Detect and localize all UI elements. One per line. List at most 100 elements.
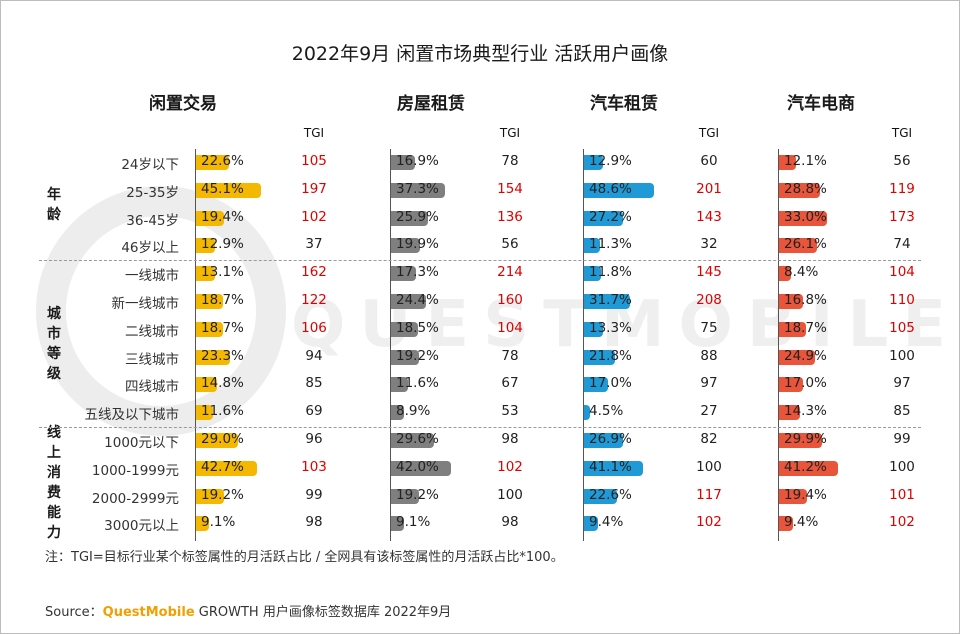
source-line: Source：QuestMobile GROWTH 用户画像标签数据库 2022…: [45, 601, 451, 620]
tgi-value: 69: [305, 403, 323, 420]
tgi-value: 143: [696, 208, 722, 225]
tgi-value: 119: [889, 180, 915, 197]
tgi-header-2: TGI: [499, 126, 521, 140]
bar-2-2: [391, 182, 445, 198]
value-label: 19.9%: [396, 236, 439, 253]
bar-4-12: [779, 460, 839, 476]
value-label: 25.9%: [396, 208, 439, 225]
bar-1-10: [196, 405, 213, 421]
value-label: 18.5%: [396, 319, 439, 336]
bar-4-2: [779, 182, 821, 198]
tgi-value: 105: [301, 153, 327, 169]
chart-title: 2022年9月 闲置市场典型行业 活跃用户画像: [291, 43, 669, 65]
row-label: 2000-2999元: [91, 490, 179, 507]
bar-4-4: [779, 238, 817, 254]
value-label: 23.3%: [201, 347, 244, 364]
tgi-header-3: TGI: [698, 126, 720, 140]
bar-4-8: [779, 349, 815, 365]
row-label: 四线城市: [125, 379, 179, 396]
bar-2-5: [391, 266, 416, 282]
industry-header-4: 汽车电商: [787, 94, 855, 114]
value-label: 19.2%: [201, 486, 244, 503]
bar-3-2: [584, 182, 654, 198]
value-label: 26.9%: [589, 431, 632, 447]
row-label: 24岁以下: [121, 157, 179, 173]
tgi-value: 136: [497, 208, 523, 225]
bar-axis-4: [778, 149, 779, 541]
bar-4-6: [779, 294, 804, 309]
tgi-value: 37: [305, 236, 323, 253]
bar-3-14: [584, 516, 598, 532]
bar-1-6: [196, 294, 223, 309]
bar-1-13: [196, 488, 224, 504]
value-label: 28.8%: [784, 180, 827, 197]
value-label: 22.6%: [201, 153, 244, 169]
bar-1-1: [196, 155, 229, 170]
bar-3-1: [584, 155, 603, 170]
bar-4-3: [779, 210, 827, 226]
value-label: 41.2%: [784, 458, 827, 475]
bar-2-11: [391, 433, 434, 448]
tgi-value: 103: [301, 458, 327, 475]
bar-1-4: [196, 238, 215, 254]
row-label: 36-45岁: [126, 212, 179, 229]
row-label: 1000-1999元: [91, 462, 179, 479]
bar-3-6: [584, 294, 630, 309]
value-label: 9.4%: [589, 514, 624, 531]
value-label: 12.9%: [201, 236, 244, 253]
row-label: 3000元以上: [104, 518, 179, 535]
value-label: 22.6%: [589, 486, 632, 503]
value-label: 48.6%: [589, 180, 632, 197]
tgi-value: 99: [893, 431, 911, 447]
tgi-value: 98: [305, 514, 323, 531]
value-label: 9.4%: [784, 514, 819, 531]
value-label: 17.3%: [396, 264, 439, 281]
tgi-value: 56: [501, 236, 519, 253]
value-label: 37.3%: [396, 180, 439, 197]
bar-1-14: [196, 516, 210, 532]
value-label: 4.5%: [589, 403, 624, 420]
industry-header-1: 闲置交易: [149, 94, 217, 114]
value-label: 18.7%: [201, 319, 244, 336]
tgi-value: 56: [893, 153, 911, 169]
bar-3-12: [584, 460, 644, 476]
tgi-value: 97: [700, 375, 718, 392]
value-label: 24.9%: [784, 347, 827, 364]
bar-axis-2: [390, 149, 391, 541]
tgi-value: 88: [700, 347, 718, 364]
bar-3-10: [584, 405, 591, 421]
tgi-value: 117: [696, 486, 722, 503]
bar-1-11: [196, 433, 238, 448]
value-label: 29.6%: [396, 431, 439, 447]
tgi-value: 53: [501, 403, 519, 420]
value-label: 14.8%: [201, 375, 244, 392]
group-label-3: 线上消费能力: [47, 424, 61, 541]
tgi-value: 97: [893, 375, 911, 392]
bar-1-12: [196, 460, 258, 476]
bar-2-13: [391, 488, 419, 504]
bar-1-2: [196, 182, 261, 198]
tgi-value: 32: [700, 236, 718, 253]
value-label: 8.9%: [396, 403, 431, 420]
tgi-value: 102: [696, 514, 722, 531]
bar-4-7: [779, 321, 806, 337]
value-label: 31.7%: [589, 292, 632, 308]
tgi-value: 94: [305, 347, 323, 364]
bar-1-7: [196, 321, 223, 337]
tgi-value: 122: [301, 292, 327, 308]
tgi-header-4: TGI: [891, 126, 913, 140]
bar-2-6: [391, 294, 427, 309]
bar-axis-3: [583, 149, 584, 541]
tgi-value: 102: [301, 208, 327, 225]
value-label: 8.4%: [784, 264, 819, 281]
bar-1-8: [196, 349, 230, 365]
bar-3-13: [584, 488, 617, 504]
tgi-value: 78: [501, 347, 519, 364]
tgi-value: 60: [700, 153, 718, 169]
value-label: 11.3%: [589, 236, 632, 253]
tgi-value: 162: [301, 264, 327, 281]
bar-4-13: [779, 488, 807, 504]
tgi-value: 145: [696, 264, 722, 281]
row-label: 1000元以下: [104, 435, 179, 451]
tgi-value: 100: [696, 458, 722, 475]
